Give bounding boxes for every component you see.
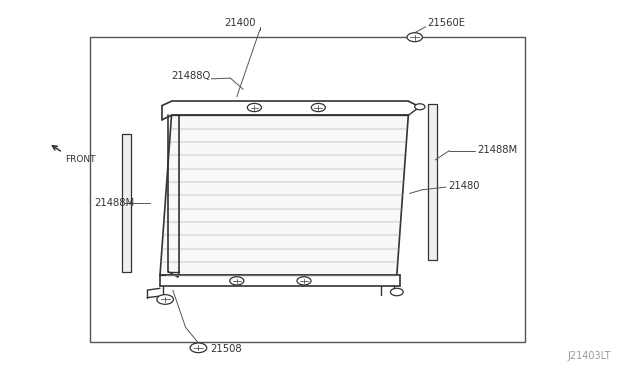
Text: 21508: 21508 — [210, 344, 241, 354]
Text: 21480: 21480 — [448, 181, 479, 191]
Circle shape — [407, 33, 422, 42]
Polygon shape — [160, 115, 408, 275]
Circle shape — [230, 277, 244, 285]
Bar — [90, 37, 525, 342]
Text: 21488Q: 21488Q — [172, 71, 211, 81]
Circle shape — [311, 103, 325, 112]
Text: FRONT: FRONT — [65, 155, 95, 164]
Text: 21560E: 21560E — [428, 19, 465, 28]
Text: 21488M: 21488M — [95, 198, 135, 208]
Circle shape — [415, 104, 425, 110]
Text: J21403LT: J21403LT — [568, 351, 611, 361]
Circle shape — [190, 343, 207, 353]
Circle shape — [297, 277, 311, 285]
Polygon shape — [428, 104, 437, 260]
Polygon shape — [122, 134, 131, 272]
Circle shape — [157, 295, 173, 304]
Text: 21488M: 21488M — [477, 145, 517, 154]
Circle shape — [248, 103, 262, 112]
Text: 21400: 21400 — [224, 19, 256, 28]
Circle shape — [390, 288, 403, 296]
